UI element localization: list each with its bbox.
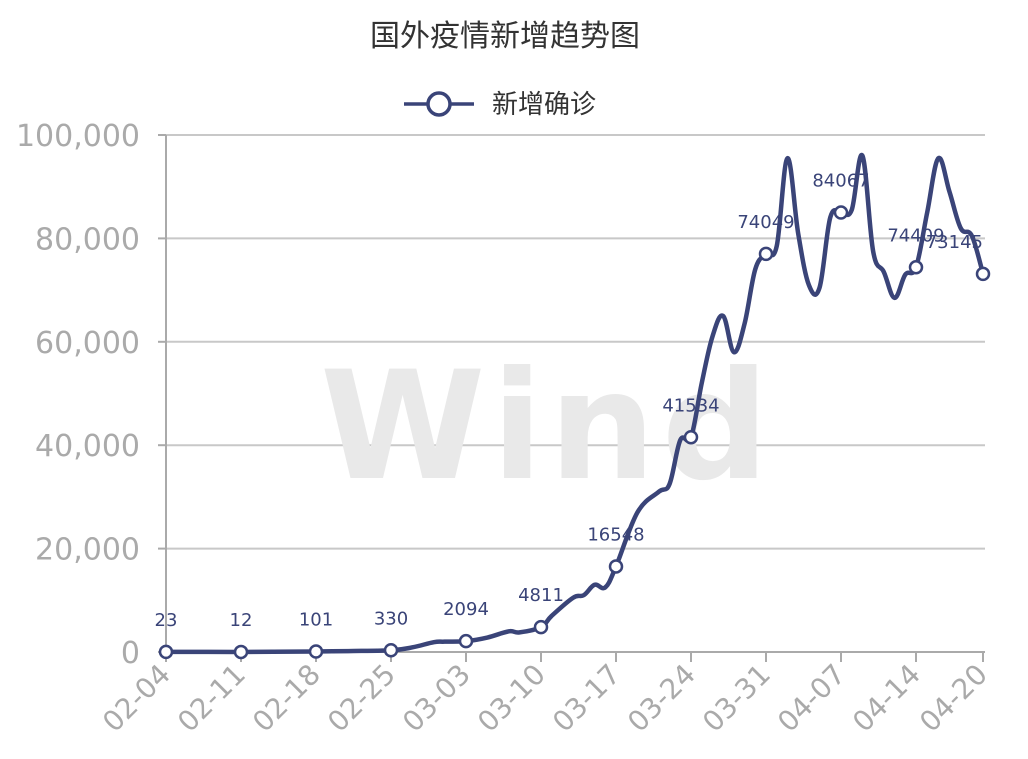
y-tick-label: 0 <box>121 636 140 671</box>
y-tick-label: 100,000 <box>16 119 140 154</box>
legend[interactable]: 新增确诊 <box>404 90 596 120</box>
data-point[interactable] <box>308 644 324 659</box>
data-label: 74049 <box>737 212 794 233</box>
data-point[interactable] <box>233 644 249 660</box>
x-tick-label: 04-07 <box>771 658 852 739</box>
data-point[interactable] <box>758 246 774 262</box>
data-point[interactable] <box>975 266 991 282</box>
x-tick-label: 03-10 <box>471 658 552 739</box>
data-point[interactable] <box>533 619 549 635</box>
data-label: 74409 <box>887 225 944 246</box>
data-markers <box>158 205 991 660</box>
series-line-new-confirmed <box>163 152 986 655</box>
data-point[interactable] <box>383 643 399 658</box>
y-tick-labels: 0 20,000 40,000 60,000 80,000 100,000 <box>16 119 140 671</box>
data-label: 330 <box>374 608 408 629</box>
data-label: 101 <box>299 609 333 630</box>
data-point[interactable] <box>683 430 699 445</box>
x-tick-label: 02-25 <box>321 658 402 739</box>
data-point[interactable] <box>833 205 849 220</box>
y-tick-label: 40,000 <box>35 429 140 464</box>
x-tick-label: 03-17 <box>546 658 627 739</box>
grid-lines <box>166 134 985 550</box>
legend-label: 新增确诊 <box>492 90 596 120</box>
x-tick-label: 04-14 <box>846 658 927 739</box>
data-label: 12 <box>230 610 253 631</box>
y-tick-label: 20,000 <box>35 533 140 568</box>
data-label: 4811 <box>518 585 564 606</box>
data-label: 2094 <box>443 599 489 620</box>
legend-marker-icon <box>426 91 452 117</box>
data-labels: 23 12 101 330 2094 4811 16548 41534 74049 84067 74… <box>155 171 983 631</box>
data-point[interactable] <box>458 633 474 649</box>
data-label: 16548 <box>587 524 644 545</box>
data-label: 23 <box>155 610 178 631</box>
x-tick-label: 04-20 <box>913 658 994 739</box>
x-tick-label: 03-03 <box>396 658 477 739</box>
chart-title: 国外疫情新增趋势图 <box>370 19 640 54</box>
x-tick-label: 03-24 <box>621 658 702 739</box>
data-label: 84067 <box>812 171 869 192</box>
x-tick-labels: 02-0402-1102-1802-2503-0303-1003-1703-24… <box>96 658 994 739</box>
data-label: 73145 <box>926 232 983 253</box>
data-point[interactable] <box>908 260 924 275</box>
y-tick-label: 80,000 <box>35 222 140 257</box>
data-label: 41534 <box>662 395 719 416</box>
x-tick-label: 02-18 <box>246 658 327 739</box>
x-tick-label: 03-31 <box>696 658 777 739</box>
data-point[interactable] <box>608 559 624 574</box>
data-point[interactable] <box>158 644 174 660</box>
x-tick-label: 02-11 <box>171 658 252 739</box>
y-tick-label: 60,000 <box>35 326 140 361</box>
